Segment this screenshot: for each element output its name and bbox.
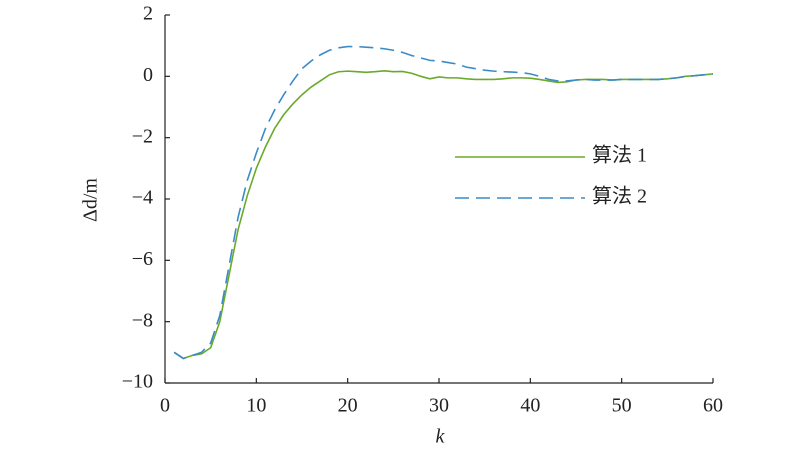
y-axis-label: Δd/m: [80, 178, 102, 222]
x-tick-label: 0: [160, 395, 170, 417]
x-tick-label: 10: [246, 395, 266, 417]
x-tick-label: 60: [703, 395, 723, 417]
x-tick-label: 50: [612, 395, 632, 417]
y-tick-label: −4: [132, 187, 153, 209]
x-tick-label: 30: [429, 395, 449, 417]
legend-label: 算法 2: [592, 185, 647, 208]
line-series: [173, 45, 714, 360]
legend-label: 算法 1: [592, 144, 647, 167]
y-tick-label: 0: [143, 64, 153, 86]
y-tick-label: 2: [143, 3, 153, 25]
x-axis-label: k: [436, 426, 446, 448]
x-tick-label: 20: [338, 395, 358, 417]
y-tick-label: −2: [132, 125, 153, 147]
y-tick-label: −10: [122, 371, 153, 393]
y-tick-label: −6: [132, 248, 153, 270]
x-tick-label: 40: [520, 395, 540, 417]
line-series: [173, 70, 714, 360]
y-tick-label: −8: [132, 309, 153, 331]
